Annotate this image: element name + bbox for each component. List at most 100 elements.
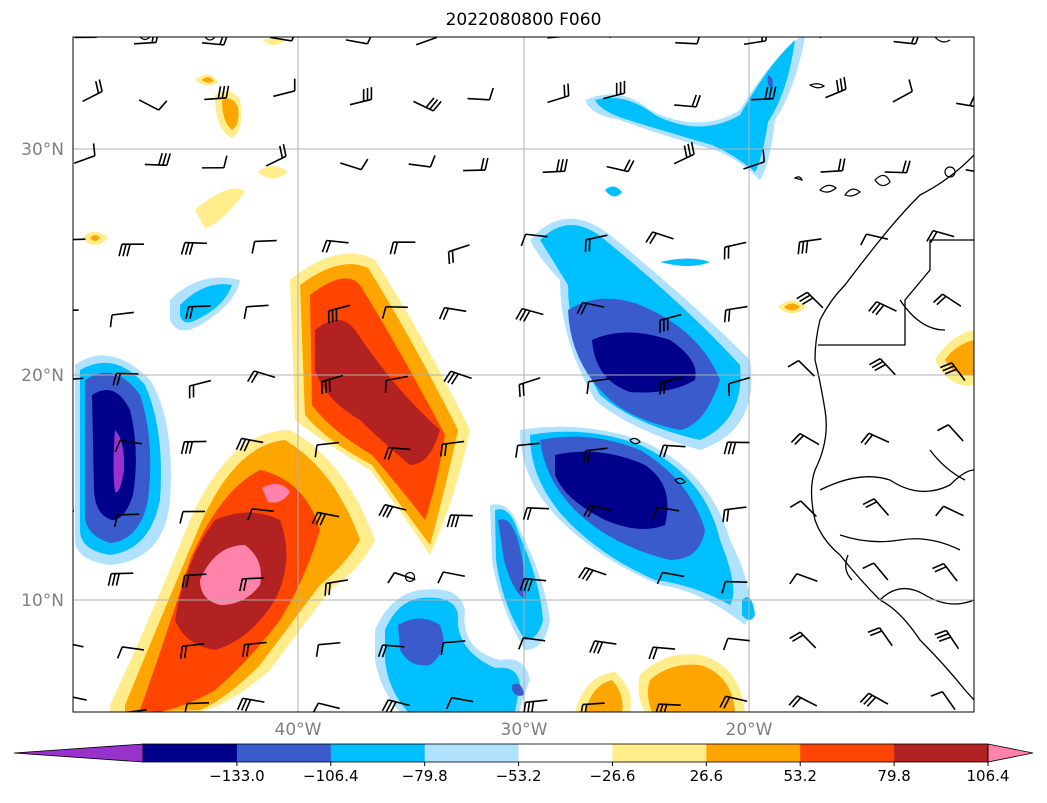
wind-barb — [515, 307, 544, 322]
wind-barb — [651, 506, 680, 520]
wind-barb — [884, 160, 911, 174]
wind-barb — [314, 441, 339, 458]
map-area — [73, 37, 974, 712]
colorbar-extend-min — [13, 743, 144, 763]
wind-barb — [241, 641, 267, 657]
wind-barb — [790, 432, 820, 446]
lat-label: 10°N — [21, 591, 64, 611]
wind-barb — [867, 627, 893, 647]
lon-label: 40°W — [275, 720, 322, 740]
wind-barb — [349, 87, 373, 106]
wind-barb — [862, 562, 889, 581]
wind-barb — [722, 506, 747, 523]
wind-barb — [327, 304, 351, 324]
colorbar-segment — [236, 744, 332, 762]
colorbar-segment — [518, 744, 613, 762]
colorbar-frame — [142, 743, 989, 763]
wind-barb — [519, 577, 547, 592]
wind-barb — [868, 300, 897, 316]
wind-barb — [384, 375, 409, 393]
wind-barb — [965, 168, 974, 175]
wind-barb — [518, 637, 546, 650]
wind-barb — [320, 374, 344, 395]
wind-barb — [937, 424, 964, 442]
wind-barb — [118, 243, 145, 257]
wind-barb — [520, 233, 548, 247]
colorbar-extend-max — [987, 743, 1034, 763]
wind-barb — [243, 304, 269, 320]
wind-barb — [659, 377, 683, 395]
negative-contour-west — [75, 355, 171, 565]
wind-barb — [797, 238, 822, 255]
colorbar-segment — [424, 744, 520, 762]
wind-barb — [723, 305, 748, 323]
wind-barb — [107, 572, 134, 586]
wind-barb — [935, 505, 964, 517]
wind-barb — [584, 234, 608, 253]
coastline — [810, 154, 974, 701]
wind-barb — [645, 231, 674, 245]
wind-barb — [389, 241, 416, 255]
wind-barb — [930, 690, 956, 711]
wind-barb — [387, 571, 416, 584]
wind-barb — [934, 629, 960, 650]
lat-label: 30°N — [21, 140, 64, 160]
wind-barb — [727, 376, 751, 397]
colorbar-tick-label: 26.6 — [690, 767, 723, 785]
wind-barb — [819, 37, 841, 39]
wind-barb — [134, 37, 160, 45]
wind-barb — [124, 709, 147, 712]
wind-barb — [825, 76, 847, 99]
wind-barb — [112, 372, 139, 386]
wind-barb — [675, 37, 702, 45]
islands — [139, 37, 956, 583]
wind-barb — [722, 637, 750, 651]
wind-barb — [940, 362, 966, 381]
wind-barb — [74, 37, 101, 39]
colorbar-tick-label: 53.2 — [784, 767, 817, 785]
wind-barb — [185, 305, 211, 319]
wind-barb — [719, 695, 748, 709]
graticule — [73, 37, 974, 712]
wind-barb — [73, 439, 74, 444]
colorbar-segment — [612, 744, 707, 762]
wind-barb — [181, 573, 207, 588]
wind-barb — [446, 514, 473, 528]
wind-barb — [443, 370, 472, 385]
wind-barb — [138, 99, 168, 111]
wind-barb — [860, 432, 890, 446]
lon-label: 20°W — [726, 720, 773, 740]
colorbar-tick-label: 79.8 — [877, 767, 910, 785]
wind-barb — [787, 359, 815, 377]
wind-barb — [113, 513, 140, 528]
wind-barb — [321, 239, 349, 253]
negative-spot — [660, 258, 710, 266]
wind-barb — [377, 644, 405, 658]
wind-barb — [251, 239, 277, 254]
wind-barb — [932, 293, 962, 307]
wind-barb — [859, 692, 889, 707]
wind-barb — [658, 444, 686, 458]
wind-barb — [144, 152, 172, 167]
wind-barb — [116, 646, 145, 659]
wind-barb — [324, 579, 349, 596]
wind-barb — [789, 500, 817, 518]
wind-barb — [751, 86, 777, 101]
wind-barb — [180, 241, 207, 255]
wind-barb — [542, 158, 568, 174]
wind-barb — [440, 440, 465, 457]
colorbar-tick-label: −26.6 — [589, 767, 635, 785]
wind-barb — [589, 640, 617, 654]
wind-barb — [926, 229, 955, 243]
wind-barb — [239, 577, 265, 592]
wind-barb — [408, 155, 436, 168]
wind-barb — [723, 241, 747, 260]
wind-barb — [789, 631, 817, 649]
wind-barb — [73, 238, 86, 241]
colorbar-segment — [330, 744, 426, 762]
wind-barb — [586, 377, 611, 395]
wind-barb — [246, 370, 276, 384]
wind-barb — [73, 508, 74, 512]
colorbar: −133.0 −106.4 −79.8 −53.2 −26.6 26.6 53.2 79.8 1… — [13, 743, 1034, 785]
wind-barb — [114, 439, 142, 453]
